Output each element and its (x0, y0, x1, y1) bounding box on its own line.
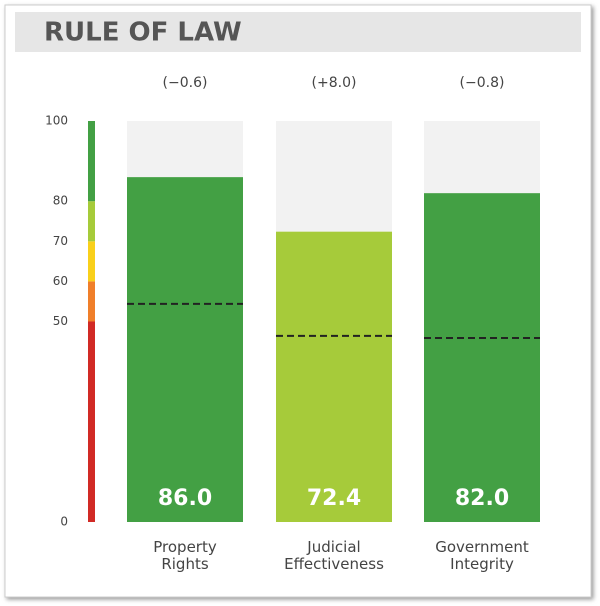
scale-band (88, 321, 95, 522)
bar (127, 177, 243, 522)
y-tick-label: 60 (53, 274, 68, 288)
value-label: 86.0 (158, 486, 212, 511)
scale-band (88, 121, 95, 202)
x-tick-label: Property Rights (153, 538, 217, 573)
x-tick-label: Judicial Effectiveness (284, 538, 384, 573)
bar (424, 193, 540, 522)
y-tick-label: 0 (60, 515, 68, 529)
y-tick-label: 50 (53, 314, 68, 328)
header-bar (15, 12, 581, 52)
change-label: (+8.0) (312, 75, 357, 91)
value-label: 72.4 (307, 486, 361, 511)
bar (276, 231, 392, 522)
y-tick-label: 80 (53, 194, 68, 208)
y-tick-label: 70 (53, 234, 68, 248)
chart-title: RULE OF LAW (44, 18, 242, 48)
change-label: (−0.6) (163, 75, 208, 91)
value-label: 82.0 (455, 486, 509, 511)
scale-band (88, 281, 95, 322)
x-tick-label: Government Integrity (435, 538, 529, 573)
scale-band (88, 201, 95, 242)
change-label: (−0.8) (460, 75, 505, 91)
scale-band (88, 241, 95, 282)
y-tick-label: 100 (45, 114, 68, 128)
